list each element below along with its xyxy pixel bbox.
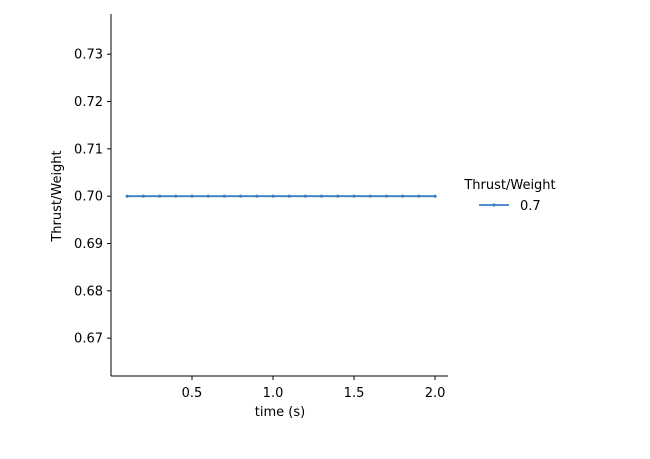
y-tick-label: 0.70 [74,190,103,205]
data-point [320,194,324,198]
data-point [368,194,372,198]
legend: Thrust/Weight 0.7 [463,178,555,214]
y-tick-label: 0.73 [74,48,103,63]
data-point [255,194,259,198]
legend-marker [492,203,496,207]
series-layer [125,194,437,198]
x-tick-label: 0.5 [182,386,203,401]
x-tick-label: 2.0 [425,386,446,401]
data-point [384,194,389,198]
data-point [141,194,146,198]
data-point [336,194,340,198]
x-axis-title: time (s) [255,405,305,420]
y-tick-label: 0.68 [74,284,103,299]
y-tick-label: 0.67 [74,332,103,347]
data-point [190,194,194,198]
y-tick-label: 0.71 [74,142,103,157]
data-point [239,194,243,198]
y-tick-label: 0.69 [74,237,103,252]
data-point [352,194,356,198]
data-point [433,194,437,198]
data-point [125,194,129,198]
data-point [271,194,275,198]
x-tick-label: 1.5 [344,386,365,401]
data-point [303,194,308,198]
data-point [158,194,162,198]
data-point [417,194,421,198]
data-point [206,194,210,198]
y-axis-title: Thrust/Weight [50,150,65,242]
x-ticks: 0.5 1.0 1.5 2.0 [182,376,446,401]
x-tick-label: 1.0 [263,386,284,401]
y-ticks: 0.67 0.68 0.69 0.70 0.71 0.72 0.73 [74,48,111,347]
data-point [222,194,227,198]
legend-label: 0.7 [520,199,541,214]
data-point [174,194,178,198]
y-tick-label: 0.72 [74,95,103,110]
data-point [401,194,405,198]
legend-title: Thrust/Weight [463,178,555,193]
data-point [287,194,291,198]
axes [110,14,448,377]
